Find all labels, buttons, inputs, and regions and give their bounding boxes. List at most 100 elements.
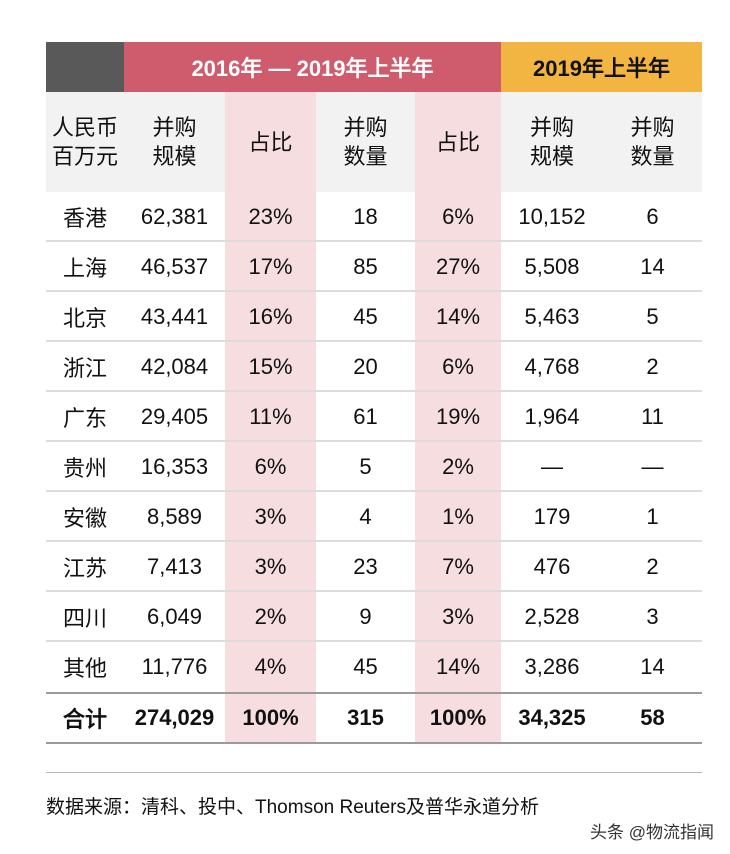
cell-value-share: 11%: [225, 392, 316, 442]
cell-deal-count: 9: [359, 604, 372, 629]
cell-h1-deal-value: 10,152: [518, 204, 586, 229]
cell-value-share: 6%: [225, 442, 316, 492]
total-value-share: 100%: [225, 694, 316, 742]
watermark: 头条 @物流指闻: [590, 823, 714, 842]
table-row: 北京 43,441 16% 45 14% 5,463 5: [46, 292, 702, 342]
cell-deal-count: 23: [353, 554, 378, 579]
cell-deal-value: 16,353: [140, 454, 209, 479]
header-2016-2019h1: 2016年 — 2019年上半年: [124, 42, 501, 92]
cell-h1-deal-value: 3,286: [524, 654, 580, 679]
cell-deal-value: 6,049: [146, 604, 203, 629]
cell-region: 四川: [62, 606, 107, 631]
cell-h1-deal-count: 1: [646, 504, 659, 529]
cell-count-share: 2%: [415, 442, 501, 492]
cell-h1-deal-count: —: [641, 454, 664, 479]
cell-deal-value: 8,589: [146, 504, 203, 529]
cell-h1-deal-count: 11: [641, 404, 664, 429]
col-header-h1-deal-value: 并购 规模: [529, 115, 574, 169]
table-row: 浙江 42,084 15% 20 6% 4,768 2: [46, 342, 702, 392]
col-header-value-share: 占比: [225, 92, 316, 192]
cell-deal-count: 5: [359, 454, 372, 479]
cell-h1-deal-value: 5,463: [524, 304, 580, 329]
total-h1-value: 34,325: [518, 705, 586, 730]
cell-h1-deal-count: 6: [646, 204, 659, 229]
cell-deal-count: 45: [353, 304, 378, 329]
table-row: 江苏 7,413 3% 23 7% 476 2: [46, 542, 702, 592]
cell-deal-value: 43,441: [140, 304, 209, 329]
cell-h1-deal-value: 476: [533, 554, 571, 579]
table-row: 广东 29,405 11% 61 19% 1,964 11: [46, 392, 702, 442]
cell-region: 贵州: [62, 456, 107, 481]
cell-value-share: 4%: [225, 642, 316, 692]
col-header-count-share: 占比: [415, 92, 501, 192]
cell-region: 广东: [62, 406, 107, 431]
cell-h1-deal-value: —: [541, 454, 563, 479]
cell-deal-count: 20: [353, 354, 378, 379]
total-count-share: 100%: [415, 694, 501, 742]
cell-count-share: 14%: [415, 292, 501, 342]
cell-count-share: 19%: [415, 392, 501, 442]
total-h1-count: 58: [640, 705, 665, 730]
table-row: 上海 46,537 17% 85 27% 5,508 14: [46, 242, 702, 292]
cell-h1-deal-value: 1,964: [524, 404, 580, 429]
total-label: 合计: [62, 707, 107, 732]
table-group-header: 2016年 — 2019年上半年 2019年上半年: [46, 42, 702, 92]
cell-value-share: 16%: [225, 292, 316, 342]
table-row: 四川 6,049 2% 9 3% 2,528 3: [46, 592, 702, 642]
ma-table: 2016年 — 2019年上半年 2019年上半年 人民币 百万元 并购 规模 占比…: [46, 42, 702, 744]
cell-deal-count: 18: [353, 204, 378, 229]
cell-deal-count: 45: [353, 654, 378, 679]
cell-region: 上海: [62, 256, 107, 281]
cell-deal-value: 42,084: [140, 354, 209, 379]
cell-count-share: 1%: [415, 492, 501, 542]
cell-h1-deal-value: 2,528: [524, 604, 580, 629]
cell-deal-count: 61: [353, 404, 378, 429]
cell-count-share: 7%: [415, 542, 501, 592]
cell-value-share: 23%: [225, 192, 316, 242]
col-header-deal-value: 并购 规模: [152, 115, 197, 169]
cell-deal-value: 7,413: [146, 554, 203, 579]
cell-region: 香港: [62, 206, 107, 231]
cell-h1-deal-count: 2: [646, 554, 659, 579]
cell-h1-deal-count: 5: [646, 304, 659, 329]
cell-h1-deal-value: 5,508: [524, 254, 580, 279]
cell-region: 安徽: [62, 506, 107, 531]
cell-h1-deal-count: 2: [646, 354, 659, 379]
total-value: 274,029: [134, 705, 215, 730]
cell-deal-count: 4: [359, 504, 372, 529]
cell-deal-value: 46,537: [140, 254, 209, 279]
total-count: 315: [347, 705, 384, 730]
header-2019h1: 2019年上半年: [501, 42, 702, 92]
cell-h1-deal-value: 4,768: [524, 354, 580, 379]
cell-region: 其他: [62, 656, 107, 681]
col-header-deal-count: 并购 数量: [343, 115, 388, 169]
table-row: 其他 11,776 4% 45 14% 3,286 14: [46, 642, 702, 692]
table-body: 香港 62,381 23% 18 6% 10,152 6 上海 46,537 17% 85 27% 5,…: [46, 192, 702, 692]
cell-count-share: 3%: [415, 592, 501, 642]
cell-value-share: 17%: [225, 242, 316, 292]
cell-deal-value: 11,776: [141, 654, 208, 679]
table-row: 香港 62,381 23% 18 6% 10,152 6: [46, 192, 702, 242]
cell-value-share: 15%: [225, 342, 316, 392]
table-column-header: 人民币 百万元 并购 规模 占比 并购 数量 占比 并购 规模 并购 数量: [46, 92, 702, 192]
footer-divider: [46, 772, 702, 773]
cell-value-share: 3%: [225, 542, 316, 592]
col-header-h1-deal-count: 并购 数量: [630, 115, 675, 169]
cell-count-share: 14%: [415, 642, 501, 692]
table-row: 贵州 16,353 6% 5 2% — —: [46, 442, 702, 492]
cell-value-share: 3%: [225, 492, 316, 542]
cell-count-share: 6%: [415, 192, 501, 242]
col-header-currency: 人民币 百万元: [51, 115, 118, 169]
cell-region: 北京: [62, 306, 107, 331]
cell-count-share: 27%: [415, 242, 501, 292]
cell-deal-count: 85: [353, 254, 378, 279]
cell-region: 浙江: [62, 356, 107, 381]
cell-h1-deal-count: 3: [646, 604, 659, 629]
table-total-row: 合计 274,029 100% 315 100% 34,325 58: [46, 692, 702, 744]
cell-value-share: 2%: [225, 592, 316, 642]
cell-h1-deal-count: 14: [640, 254, 665, 279]
table-row: 安徽 8,589 3% 4 1% 179 1: [46, 492, 702, 542]
data-source-note: 数据来源：清科、投中、Thomson Reuters及普华永道分析: [46, 797, 540, 818]
cell-h1-deal-value: 179: [533, 504, 571, 529]
cell-h1-deal-count: 14: [640, 654, 665, 679]
